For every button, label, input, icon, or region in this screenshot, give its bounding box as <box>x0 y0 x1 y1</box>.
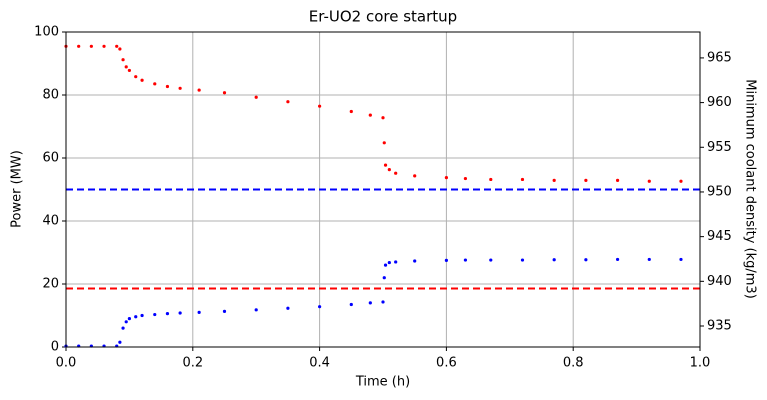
data-point <box>124 65 128 69</box>
data-point <box>102 44 106 48</box>
data-point <box>286 100 290 104</box>
data-point <box>584 258 588 262</box>
y2-tick-label: 955 <box>707 140 732 155</box>
y-tick-label: 60 <box>42 151 59 166</box>
data-point <box>165 84 170 89</box>
x-tick-label: 0.2 <box>182 356 203 371</box>
y-axis-label: Power (MW) <box>10 150 25 228</box>
data-point <box>197 88 201 92</box>
data-point <box>368 301 372 305</box>
x-tick-label: 1.0 <box>690 356 711 371</box>
data-point <box>679 179 683 183</box>
data-point <box>394 260 398 264</box>
data-point <box>134 315 138 319</box>
data-point <box>647 179 651 183</box>
data-point <box>286 306 290 310</box>
data-point <box>520 258 525 262</box>
y-tick-label: 20 <box>42 277 59 292</box>
data-point <box>153 312 157 317</box>
data-point <box>349 302 353 307</box>
data-point <box>318 104 322 108</box>
data-point <box>489 258 493 262</box>
y2-tick-label: 960 <box>707 95 732 110</box>
data-point <box>444 176 448 180</box>
data-point <box>121 326 125 330</box>
data-point <box>254 95 258 99</box>
data-point <box>489 177 493 182</box>
x-axis-label: Time (h) <box>355 375 410 390</box>
data-point <box>383 163 388 167</box>
y2-tick-label: 945 <box>707 229 732 244</box>
data-point <box>368 113 372 117</box>
y-tick-label: 80 <box>42 88 59 103</box>
y2-tick-label: 950 <box>707 184 732 199</box>
data-point <box>77 44 81 48</box>
data-point <box>89 44 93 48</box>
y-tick-label: 100 <box>34 25 59 40</box>
data-point <box>383 263 388 267</box>
data-point <box>647 257 651 262</box>
data-point <box>121 58 125 62</box>
data-point <box>413 174 417 178</box>
y-tick-label: 40 <box>42 214 59 229</box>
x-tick-label: 0.0 <box>56 356 77 371</box>
data-point <box>381 116 385 120</box>
data-point <box>178 311 182 315</box>
data-point <box>382 141 386 145</box>
data-point <box>178 86 182 90</box>
data-point <box>318 305 322 309</box>
data-point <box>584 178 588 182</box>
data-point <box>394 171 398 175</box>
data-point <box>140 313 144 318</box>
data-point <box>134 75 138 79</box>
plot-frame <box>65 31 701 348</box>
data-point <box>387 168 391 172</box>
y-tick-label: 0 <box>51 340 59 355</box>
chart-title: Er-UO2 core startup <box>309 8 457 26</box>
y2-axis-label: Minimum coolant density (kg/m3) <box>743 79 758 299</box>
data-point <box>444 258 448 262</box>
data-point <box>197 310 201 314</box>
x-tick-label: 0.8 <box>563 356 584 371</box>
y2-tick-label: 965 <box>707 50 732 65</box>
data-point <box>118 47 122 51</box>
data-point <box>679 257 683 262</box>
data-point <box>463 258 468 262</box>
x-tick-label: 0.6 <box>436 356 457 371</box>
data-point <box>615 178 620 182</box>
data-point <box>153 82 157 86</box>
data-point <box>140 78 144 82</box>
data-point <box>118 340 122 344</box>
data-point <box>552 258 556 262</box>
data-point <box>127 317 131 321</box>
data-point <box>413 259 417 263</box>
data-point <box>381 300 385 304</box>
data-point <box>165 312 170 316</box>
data-point <box>222 91 227 95</box>
x-tick-label: 0.4 <box>309 356 330 371</box>
data-point <box>520 177 525 182</box>
data-point <box>254 308 258 312</box>
data-point <box>552 178 556 182</box>
data-point <box>222 309 227 314</box>
data-point <box>124 320 128 324</box>
y2-tick-label: 940 <box>707 274 732 289</box>
data-point <box>387 260 391 265</box>
y2-tick-label: 935 <box>707 319 732 334</box>
data-point <box>382 276 386 280</box>
data-point <box>463 176 468 181</box>
data-point <box>349 109 353 114</box>
data-point <box>127 68 131 73</box>
data-point <box>115 44 119 48</box>
data-point <box>615 257 620 262</box>
